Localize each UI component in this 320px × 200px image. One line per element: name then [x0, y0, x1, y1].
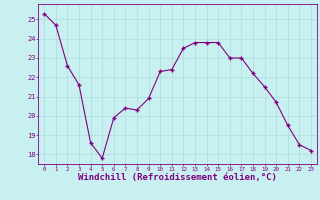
X-axis label: Windchill (Refroidissement éolien,°C): Windchill (Refroidissement éolien,°C): [78, 173, 277, 182]
